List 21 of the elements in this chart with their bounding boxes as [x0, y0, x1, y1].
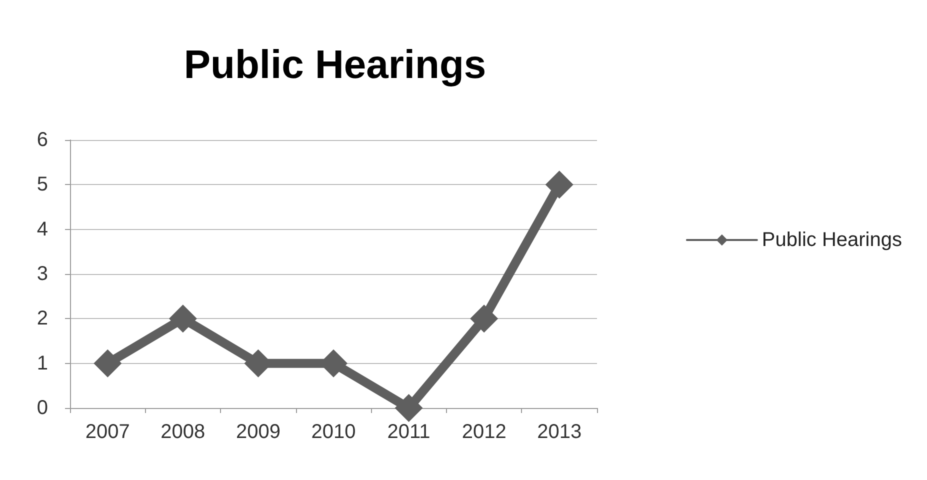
y-tick-label: 6 — [36, 129, 48, 151]
x-tick-label: 2007 — [85, 421, 130, 443]
x-tick-label: 2011 — [387, 421, 430, 443]
y-tick-label: 5 — [36, 174, 48, 196]
y-tick-label: 1 — [36, 352, 48, 374]
y-tick-label: 2 — [36, 308, 48, 330]
y-tick-label: 0 — [36, 397, 48, 419]
point — [94, 349, 122, 378]
y-tick-label: 4 — [36, 218, 48, 240]
x-tick-label: 2009 — [236, 421, 280, 443]
legend-label: Public Hearings — [762, 229, 902, 251]
point — [168, 304, 197, 333]
point — [394, 394, 423, 422]
x-tick-label: 2012 — [462, 421, 506, 443]
point — [470, 304, 498, 333]
y-tick-label: 3 — [36, 263, 48, 285]
x-tick-label: 2013 — [537, 421, 582, 443]
x-tick-label: 2010 — [311, 421, 356, 443]
point — [545, 170, 574, 199]
x-tick-label: 2008 — [160, 421, 206, 443]
chart-title: Public Hearings — [184, 43, 486, 87]
